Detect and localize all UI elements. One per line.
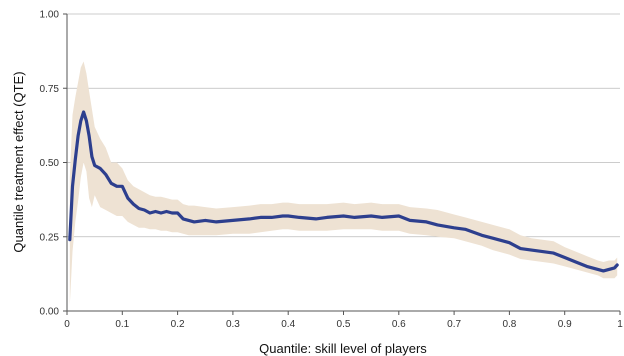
y-axis-title: Quantile treatment effect (QTE) (11, 71, 26, 252)
confidence-band (69, 61, 618, 306)
y-tick-label: 0.25 (40, 232, 60, 243)
x-axis-title: Quantile: skill level of players (259, 341, 427, 356)
x-tick-label: 0.9 (558, 319, 572, 330)
x-tick-label: 0.3 (226, 319, 240, 330)
x-tick-label: 0.8 (502, 319, 516, 330)
x-tick-label: 0.5 (337, 319, 351, 330)
y-tick-label: 1.00 (40, 10, 60, 21)
grid-lines (67, 13, 620, 312)
y-tick-label: 0.50 (40, 158, 60, 169)
x-tick-label: 1 (617, 319, 623, 330)
x-tick-label: 0.7 (447, 319, 461, 330)
y-tick-label: 0.00 (40, 307, 60, 318)
y-tick-labels: 0.00 0.25 0.50 0.75 1.00 (40, 10, 67, 318)
x-tick-label: 0.2 (171, 319, 185, 330)
y-tick-label: 0.75 (40, 84, 60, 95)
x-tick-label: 0.4 (281, 319, 295, 330)
x-tick-label: 0.6 (392, 319, 406, 330)
x-tick-labels: 0 0.1 0.2 0.3 0.4 0.5 0.6 0.7 0.8 0.9 1 (64, 311, 623, 330)
x-tick-label: 0.1 (115, 319, 129, 330)
qte-line (68, 110, 619, 273)
x-tick-label: 0 (64, 319, 70, 330)
